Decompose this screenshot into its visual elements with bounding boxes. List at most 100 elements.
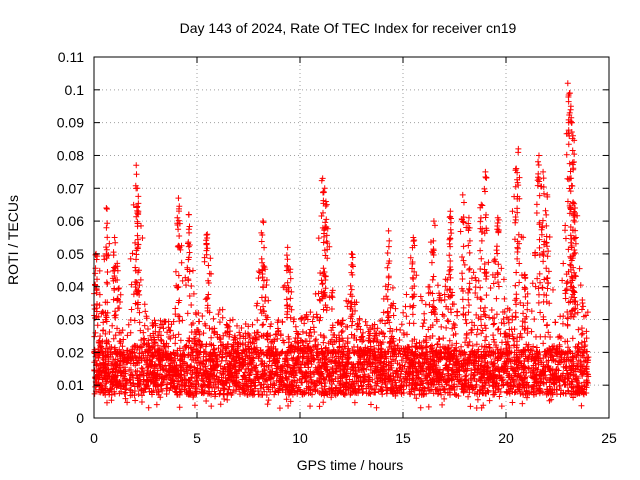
- data-point: [120, 383, 127, 390]
- data-point: [249, 321, 256, 328]
- data-point: [513, 269, 520, 276]
- data-point: [308, 374, 315, 381]
- data-point: [339, 328, 346, 335]
- data-point: [135, 200, 142, 207]
- data-point: [482, 359, 489, 366]
- data-point: [578, 382, 585, 389]
- data-point: [284, 279, 291, 286]
- data-point: [494, 250, 501, 257]
- data-point: [358, 382, 365, 389]
- data-point: [440, 376, 447, 383]
- data-point: [247, 383, 254, 390]
- data-point: [578, 325, 585, 332]
- data-point: [564, 278, 571, 285]
- data-point: [127, 366, 134, 373]
- data-point: [174, 214, 181, 221]
- data-point: [92, 282, 99, 289]
- data-point: [465, 214, 472, 221]
- data-point: [473, 331, 480, 338]
- data-point: [493, 311, 500, 318]
- data-point: [389, 381, 396, 388]
- data-point: [111, 264, 118, 271]
- data-point: [112, 308, 119, 315]
- data-point: [344, 355, 351, 362]
- data-point: [141, 301, 148, 308]
- data-point: [135, 193, 142, 200]
- data-point: [514, 248, 521, 255]
- data-point: [197, 362, 204, 369]
- data-point: [223, 380, 230, 387]
- data-point: [512, 219, 519, 226]
- data-point: [189, 267, 196, 274]
- data-point: [106, 391, 113, 398]
- data-point: [428, 259, 435, 266]
- data-point: [578, 306, 585, 313]
- data-point: [176, 357, 183, 364]
- data-point: [531, 250, 538, 257]
- data-point: [540, 380, 547, 387]
- data-point: [306, 384, 313, 391]
- data-point: [273, 357, 280, 364]
- data-point: [343, 379, 350, 386]
- data-point: [366, 354, 373, 361]
- data-point: [419, 297, 426, 304]
- data-point: [509, 313, 516, 320]
- data-point: [144, 326, 151, 333]
- data-point: [528, 328, 535, 335]
- data-point: [359, 329, 366, 336]
- data-point: [204, 231, 211, 238]
- data-point: [505, 319, 512, 326]
- data-point: [479, 379, 486, 386]
- data-point: [444, 317, 451, 324]
- data-point: [172, 388, 179, 395]
- data-point: [522, 285, 529, 292]
- data-point: [347, 282, 354, 289]
- data-point: [355, 377, 362, 384]
- data-point: [103, 244, 110, 251]
- data-point: [124, 377, 131, 384]
- data-point: [546, 383, 553, 390]
- data-point: [485, 378, 492, 385]
- data-point: [466, 249, 473, 256]
- data-point: [535, 361, 542, 368]
- data-point: [562, 235, 569, 242]
- data-point: [509, 208, 516, 215]
- data-point: [425, 387, 432, 394]
- data-point: [103, 246, 110, 253]
- data-point: [446, 361, 453, 368]
- data-point: [219, 370, 226, 377]
- data-point: [160, 366, 167, 373]
- data-point: [271, 391, 278, 398]
- data-point: [577, 282, 584, 289]
- data-point: [543, 275, 550, 282]
- data-point: [459, 191, 466, 198]
- data-point: [104, 268, 111, 275]
- data-point: [218, 357, 225, 364]
- data-point: [178, 259, 185, 266]
- data-point: [188, 302, 195, 309]
- data-point: [196, 318, 203, 325]
- data-point: [471, 369, 478, 376]
- data-point: [466, 265, 473, 272]
- data-point: [524, 355, 531, 362]
- data-point: [398, 321, 405, 328]
- data-point: [348, 322, 355, 329]
- data-point: [191, 364, 198, 371]
- data-point: [175, 195, 182, 202]
- data-point: [450, 360, 457, 367]
- data-point: [425, 283, 432, 290]
- data-point: [203, 240, 210, 247]
- data-point: [244, 382, 251, 389]
- data-point: [541, 276, 548, 283]
- data-point: [207, 255, 214, 262]
- data-point: [576, 265, 583, 272]
- data-point: [472, 274, 479, 281]
- data-point: [132, 264, 139, 271]
- data-point: [482, 188, 489, 195]
- data-point: [194, 377, 201, 384]
- data-point: [308, 378, 315, 385]
- data-point: [535, 299, 542, 306]
- data-point: [260, 321, 267, 328]
- data-point: [348, 286, 355, 293]
- data-point: [177, 363, 184, 370]
